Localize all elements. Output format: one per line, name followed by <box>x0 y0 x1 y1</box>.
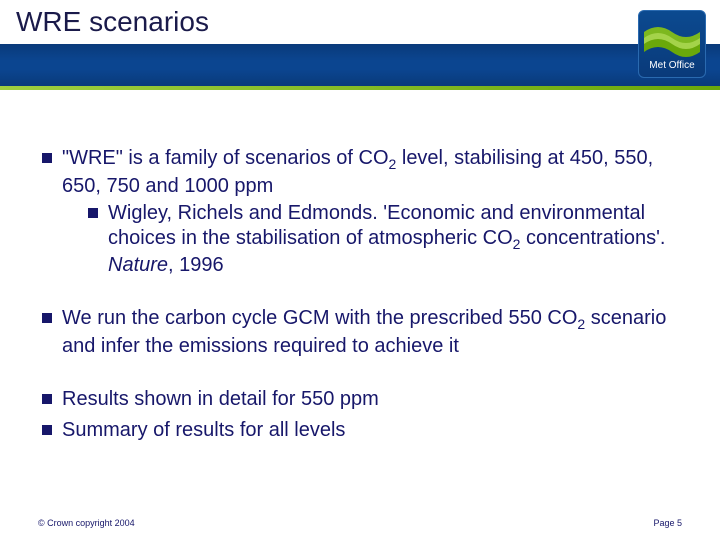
header-band <box>0 44 720 86</box>
bullet-text: We run the carbon cycle GCM with the pre… <box>62 307 577 329</box>
title-bar: WRE scenarios Met Office <box>0 0 720 90</box>
bullet-text: concentrations'. <box>520 227 665 249</box>
bullet-text: Results shown in detail for 550 ppm <box>62 388 379 410</box>
slide-body: "WRE" is a family of scenarios of CO2 le… <box>40 146 680 471</box>
logo-label: Met Office <box>649 60 694 71</box>
slide-footer: © Crown copyright 2004 Page 5 <box>38 518 682 528</box>
bullet-item: Results shown in detail for 550 ppm <box>40 387 680 412</box>
met-office-logo: Met Office <box>638 10 706 78</box>
sub-bullet-item: Wigley, Richels and Edmonds. 'Economic a… <box>62 201 680 279</box>
bullet-group-2: We run the carbon cycle GCM with the pre… <box>40 306 680 359</box>
page-number: Page 5 <box>653 518 682 528</box>
slide-title: WRE scenarios <box>16 6 209 38</box>
bullet-item: We run the carbon cycle GCM with the pre… <box>40 306 680 359</box>
bullet-item: "WRE" is a family of scenarios of CO2 le… <box>40 146 680 278</box>
bullet-group-3: Results shown in detail for 550 ppm Summ… <box>40 387 680 443</box>
header-underline <box>0 86 720 90</box>
bullet-text: "WRE" is a family of scenarios of CO <box>62 147 389 169</box>
journal-name: Nature <box>108 254 168 276</box>
bullet-item: Summary of results for all levels <box>40 418 680 443</box>
copyright-text: © Crown copyright 2004 <box>38 518 135 528</box>
bullet-text: Summary of results for all levels <box>62 419 345 441</box>
bullet-text: , 1996 <box>168 254 224 276</box>
wave-icon <box>644 18 700 58</box>
bullet-group-1: "WRE" is a family of scenarios of CO2 le… <box>40 146 680 278</box>
